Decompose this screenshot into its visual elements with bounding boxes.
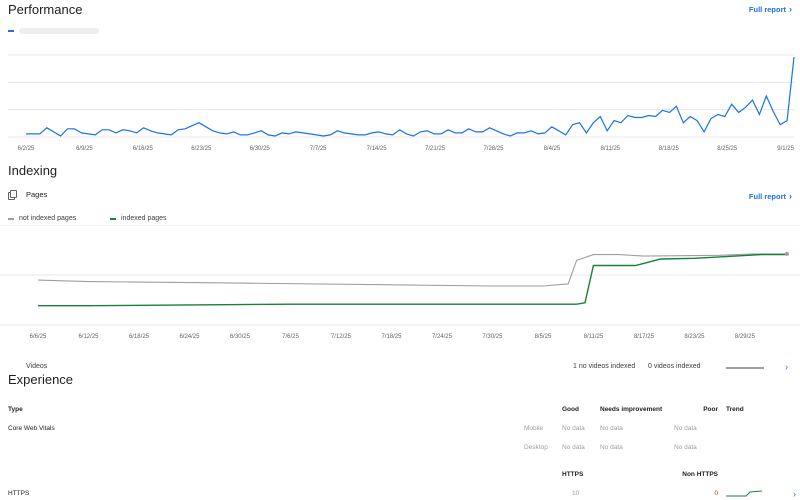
mobile-good: No data xyxy=(562,425,585,432)
x-tick-label: 6/2/25 xyxy=(18,146,35,152)
x-tick-label: 6/16/25 xyxy=(133,146,154,152)
experience-table: Type Good Needs improvement Poor Trend C… xyxy=(0,400,800,500)
pages-icon xyxy=(8,190,17,200)
x-tick-label: 6/30/25 xyxy=(230,334,251,340)
https-trend-cell xyxy=(722,484,766,500)
performance-full-report-link[interactable]: Full report › xyxy=(749,4,792,14)
legend-not-indexed: not indexed pages xyxy=(8,215,76,222)
x-tick-label: 6/6/25 xyxy=(30,334,47,340)
x-tick-label: 6/23/25 xyxy=(191,146,212,152)
mobile-device-label: Mobile xyxy=(524,425,544,432)
performance-chart: 6/2/25 6/9/25 6/16/25 6/23/25 6/30/25 7/7/25 7… xyxy=(8,54,795,152)
https-row[interactable]: HTTPS 10 0 › xyxy=(0,484,800,500)
x-tick-label: 6/18/25 xyxy=(129,334,150,340)
cwv-mobile-row[interactable]: Core Web Vitals Mobile No data No data N… xyxy=(0,419,800,438)
pages-row: Pages xyxy=(8,190,48,200)
desktop-good: No data xyxy=(562,444,585,451)
https-label: HTTPS xyxy=(8,490,30,497)
indexing-full-report-link[interactable]: Full report › xyxy=(749,191,792,201)
performance-title: Performance xyxy=(8,2,83,17)
x-tick-label: 7/21/25 xyxy=(425,146,446,152)
not-indexed-series-line xyxy=(37,253,787,287)
indexing-title: Indexing xyxy=(8,163,58,178)
videos-zero-indexed: 0 videos indexed xyxy=(648,363,701,370)
x-tick-label: 8/29/25 xyxy=(735,334,756,340)
x-tick-label: 7/28/25 xyxy=(483,146,504,152)
not-indexed-swatch xyxy=(8,217,14,220)
header-non-https: Non HTTPS xyxy=(682,471,718,478)
videos-label: Videos xyxy=(26,363,48,370)
legend-not-indexed-label: not indexed pages xyxy=(19,215,77,222)
legend-indexed-label: indexed pages xyxy=(121,215,167,222)
videos-no-indexed: 1 no videos indexed xyxy=(573,363,636,370)
indexed-series-line xyxy=(38,253,787,307)
x-tick-label: 7/14/25 xyxy=(367,146,388,152)
performance-series-line xyxy=(26,56,795,137)
chevron-right-icon: › xyxy=(785,362,788,372)
x-tick-label: 6/12/25 xyxy=(78,334,99,340)
experience-header-row: Type Good Needs improvement Poor Trend xyxy=(0,400,800,419)
x-tick-label: 6/9/25 xyxy=(76,146,93,152)
chevron-right-icon: › xyxy=(789,191,792,201)
chevron-right-icon: › xyxy=(789,4,792,14)
x-tick-label: 8/18/25 xyxy=(659,146,680,152)
header-trend: Trend xyxy=(726,406,744,413)
header-good: Good xyxy=(562,406,579,413)
full-report-label: Full report xyxy=(748,191,786,201)
experience-title: Experience xyxy=(8,372,74,387)
x-tick-label: 8/25/25 xyxy=(717,146,738,152)
chevron-right-icon: › xyxy=(793,488,796,499)
x-tick-label: 6/24/25 xyxy=(179,334,200,340)
x-tick-label: 7/12/25 xyxy=(331,334,352,340)
https-header-row: HTTPS Non HTTPS xyxy=(0,465,800,484)
x-tick-label: 8/23/25 xyxy=(684,334,705,340)
performance-legend-swatch xyxy=(8,30,14,32)
cwv-desktop-row[interactable]: Desktop No data No data No data xyxy=(0,438,800,457)
header-poor: Poor xyxy=(703,406,718,413)
x-tick-label: 9/1/25 xyxy=(777,146,794,152)
mobile-needs-improvement: No data xyxy=(600,425,623,432)
videos-row[interactable]: Videos 1 no videos indexed 0 videos inde… xyxy=(8,362,792,372)
header-needs-improvement: Needs improvement xyxy=(600,406,663,413)
not-indexed-end-point xyxy=(785,251,789,256)
header-https: HTTPS xyxy=(562,471,584,478)
indexing-chart: 6/6/25 6/12/25 6/18/25 6/24/25 6/30/25 7/6/25… xyxy=(0,225,800,340)
desktop-poor: No data xyxy=(674,444,697,451)
x-tick-label: 7/30/25 xyxy=(482,334,503,340)
https-value: 10 xyxy=(572,490,580,497)
x-tick-label: 7/6/25 xyxy=(282,334,299,340)
x-tick-label: 7/24/25 xyxy=(432,334,453,340)
desktop-device-label: Desktop xyxy=(524,444,548,451)
x-tick-label: 8/11/25 xyxy=(584,334,604,340)
performance-legend-label-redacted xyxy=(19,28,99,34)
x-tick-label: 8/17/25 xyxy=(634,334,655,340)
x-tick-label: 7/7/25 xyxy=(310,146,327,152)
mobile-poor: No data xyxy=(674,425,697,432)
https-trend-sparkline xyxy=(726,490,763,496)
cwv-label: Core Web Vitals xyxy=(8,425,55,432)
x-tick-label: 8/11/25 xyxy=(601,146,621,152)
header-type: Type xyxy=(8,406,23,413)
x-tick-label: 8/4/25 xyxy=(544,146,561,152)
x-tick-label: 7/18/25 xyxy=(381,334,402,340)
videos-trend-line xyxy=(726,367,764,369)
pages-label: Pages xyxy=(26,190,48,199)
indexed-swatch xyxy=(110,217,116,220)
full-report-label: Full report xyxy=(748,4,786,14)
legend-indexed: indexed pages xyxy=(110,215,167,222)
x-tick-label: 8/5/25 xyxy=(535,334,552,340)
x-tick-label: 6/30/25 xyxy=(250,146,271,152)
non-https-value: 0 xyxy=(714,490,718,497)
performance-legend xyxy=(8,28,99,34)
desktop-needs-improvement: No data xyxy=(600,444,623,451)
